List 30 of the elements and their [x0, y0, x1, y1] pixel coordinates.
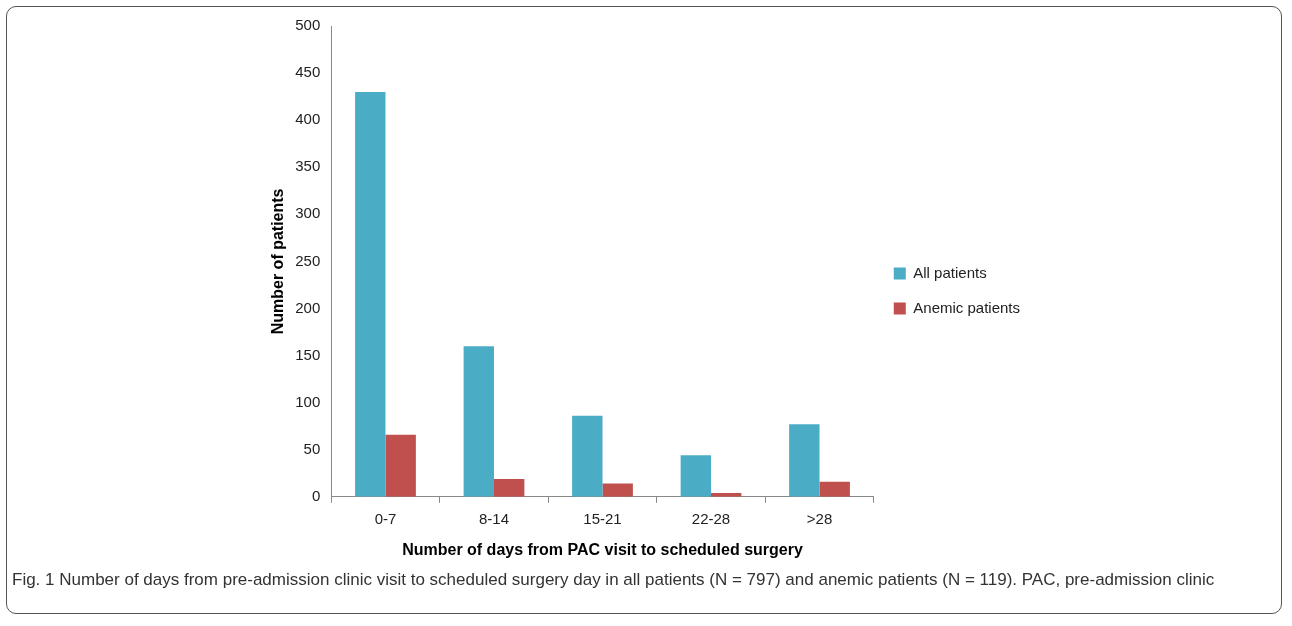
bar: [355, 91, 386, 497]
y-tick-label: 150: [295, 345, 321, 363]
bar: [385, 434, 416, 497]
bar: [819, 481, 850, 497]
bar: [463, 346, 494, 497]
legend-label: All patients: [913, 263, 987, 281]
bar: [680, 455, 712, 497]
bar: [602, 483, 633, 497]
y-tick-label: 100: [295, 392, 321, 410]
y-tick-label: 0: [311, 486, 321, 504]
y-tick-label: 50: [303, 439, 321, 457]
bar: [572, 415, 603, 497]
x-tick-label: 0-7: [374, 509, 397, 527]
x-tick-label: >28: [806, 509, 833, 527]
y-axis-title: Number of patients: [269, 188, 287, 335]
y-tick-label: 450: [295, 63, 321, 81]
y-tick-label: 400: [295, 110, 321, 128]
bar: [789, 424, 820, 497]
y-tick-label: 250: [295, 251, 321, 269]
x-axis-title: Number of days from PAC visit to scheduled surgery: [402, 540, 803, 558]
caption: Fig. 1 Number of days from pre-admission clinic visit to scheduled surgery day in all patients (N = 797) and anemic patients (N = 119). PAC, pre-admission clinic: [12, 569, 1216, 591]
x-tick-label: 8-14: [478, 509, 510, 527]
y-tick-label: 500: [295, 16, 321, 34]
x-tick-label: 22-28: [691, 509, 731, 527]
legend-label: Anemic patients: [913, 298, 1021, 316]
bar: [493, 478, 525, 497]
y-tick-label: 350: [295, 157, 321, 175]
y-tick-label: 200: [295, 298, 321, 316]
x-tick-label: 15-21: [583, 509, 622, 527]
y-tick-label: 300: [295, 204, 321, 222]
